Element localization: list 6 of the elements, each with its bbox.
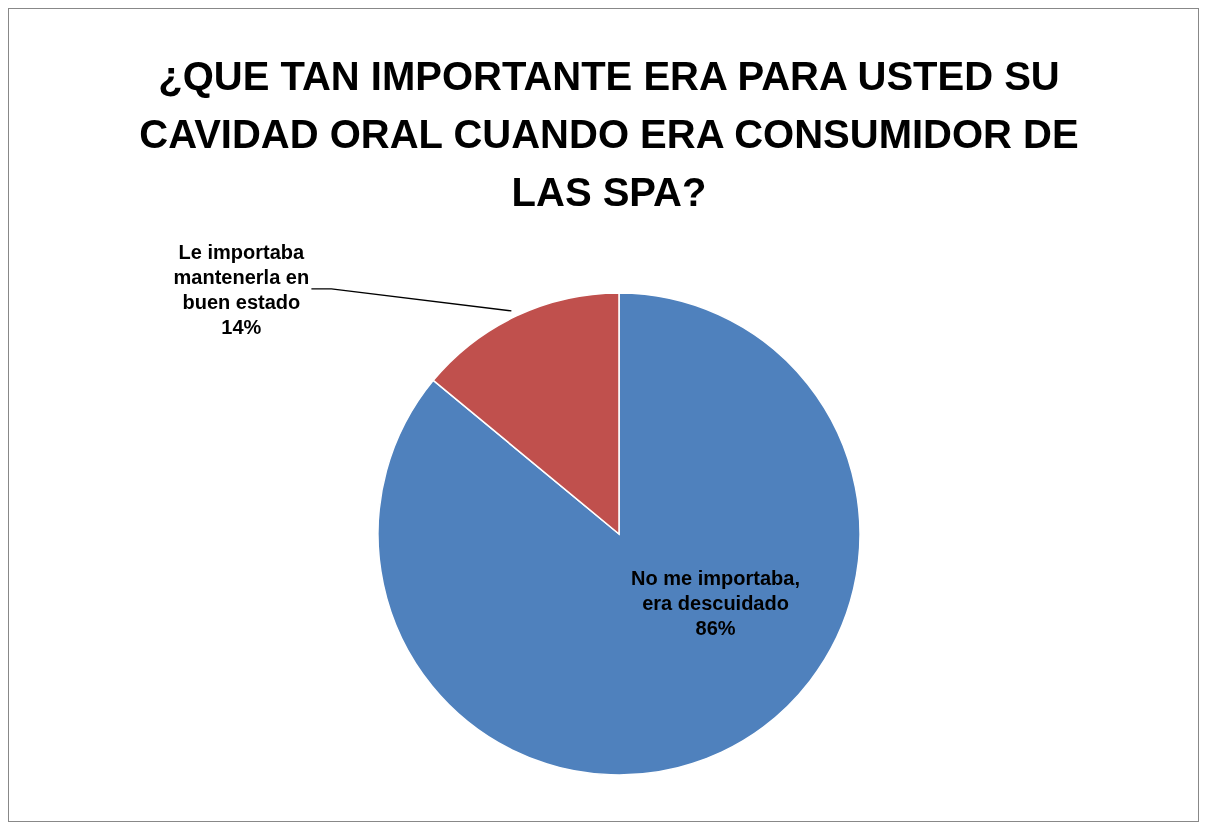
chart-title: ¿QUE TAN IMPORTANTE ERA PARA USTED SU CAVIDAD ORAL CUANDO ERA CONSUMIDOR DE LAS SPA? bbox=[138, 53, 1080, 216]
pie-slice bbox=[377, 292, 861, 776]
data-label: 86% bbox=[695, 616, 736, 639]
data-label: 14% bbox=[221, 315, 262, 338]
slice-label: Le importaba mantenerla en buen estado bbox=[173, 240, 310, 313]
slice-label: No me importaba, era descuidado bbox=[631, 566, 801, 614]
